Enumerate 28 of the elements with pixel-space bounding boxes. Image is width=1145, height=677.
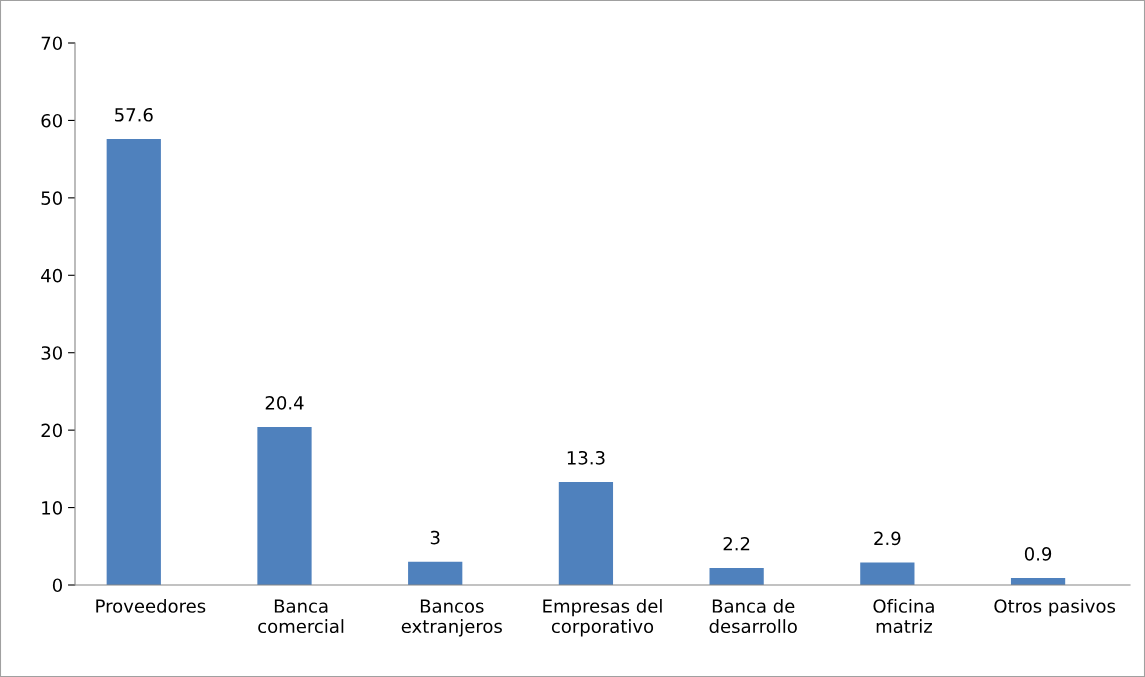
x-tick-label: Empresas del corporativo (543, 598, 662, 637)
data-label: 20.4 (265, 396, 304, 410)
y-tick-label: 50 (41, 191, 62, 205)
y-tick-label: 0 (52, 578, 62, 593)
y-tick-label: 70 (41, 36, 62, 51)
bar (408, 561, 463, 585)
data-label: 3 (430, 530, 440, 545)
bar (860, 562, 915, 585)
x-tick-label: Banca de desarrollo (709, 598, 797, 634)
data-label: 13.3 (567, 450, 605, 465)
data-label: 0.9 (1024, 546, 1052, 561)
x-tick-label: Proveedores (96, 598, 206, 613)
y-tick-label: 60 (41, 113, 62, 128)
data-label: 2.9 (874, 531, 901, 546)
bar (558, 482, 614, 585)
y-tick-label: 20 (41, 423, 62, 438)
x-tick-label: Banca comercial (258, 599, 344, 634)
bar (709, 567, 764, 585)
x-tick-label: Bancos extranjeros (401, 599, 502, 637)
y-tick-label: 30 (41, 346, 62, 360)
bar (257, 427, 312, 585)
data-label: 57.6 (115, 107, 153, 122)
data-label: 2.2 (723, 536, 750, 551)
y-tick-label: 10 (42, 501, 62, 515)
bar (106, 139, 161, 585)
x-tick-label: Oficina matriz (873, 598, 934, 634)
y-tick-label: 40 (41, 268, 62, 283)
x-tick-label: Otros pasivos (994, 598, 1116, 617)
